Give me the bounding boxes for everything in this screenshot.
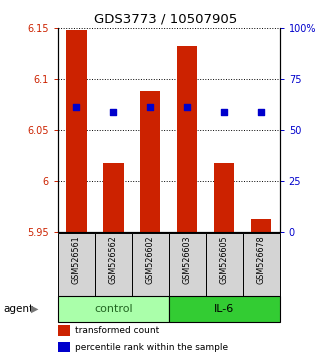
- Bar: [103, 163, 123, 232]
- Point: [148, 104, 153, 109]
- Bar: [132, 233, 169, 296]
- Point: [74, 104, 79, 109]
- Text: control: control: [94, 304, 133, 314]
- Bar: [58, 233, 95, 296]
- Text: GSM526678: GSM526678: [257, 236, 266, 284]
- Text: percentile rank within the sample: percentile rank within the sample: [74, 343, 228, 352]
- Text: GSM526605: GSM526605: [220, 236, 229, 284]
- Point: [111, 109, 116, 115]
- Text: GSM526561: GSM526561: [72, 236, 81, 284]
- Text: agent: agent: [3, 304, 33, 314]
- Bar: [177, 46, 198, 232]
- Bar: [58, 342, 70, 353]
- Text: IL-6: IL-6: [214, 304, 234, 314]
- Bar: [206, 233, 243, 296]
- Bar: [214, 163, 234, 232]
- Bar: [66, 30, 87, 232]
- Text: GDS3773 / 10507905: GDS3773 / 10507905: [94, 12, 237, 25]
- Text: ▶: ▶: [31, 304, 38, 314]
- Text: GSM526603: GSM526603: [183, 236, 192, 284]
- Bar: [95, 233, 132, 296]
- Text: GSM526562: GSM526562: [109, 236, 118, 285]
- Bar: [58, 296, 169, 322]
- Bar: [251, 219, 271, 232]
- Bar: [169, 296, 280, 322]
- Bar: [58, 325, 70, 336]
- Point: [259, 109, 264, 115]
- Point: [221, 109, 227, 115]
- Point: [185, 104, 190, 109]
- Bar: [140, 91, 161, 232]
- Bar: [169, 233, 206, 296]
- Bar: [243, 233, 280, 296]
- Text: transformed count: transformed count: [74, 326, 159, 335]
- Text: GSM526602: GSM526602: [146, 236, 155, 284]
